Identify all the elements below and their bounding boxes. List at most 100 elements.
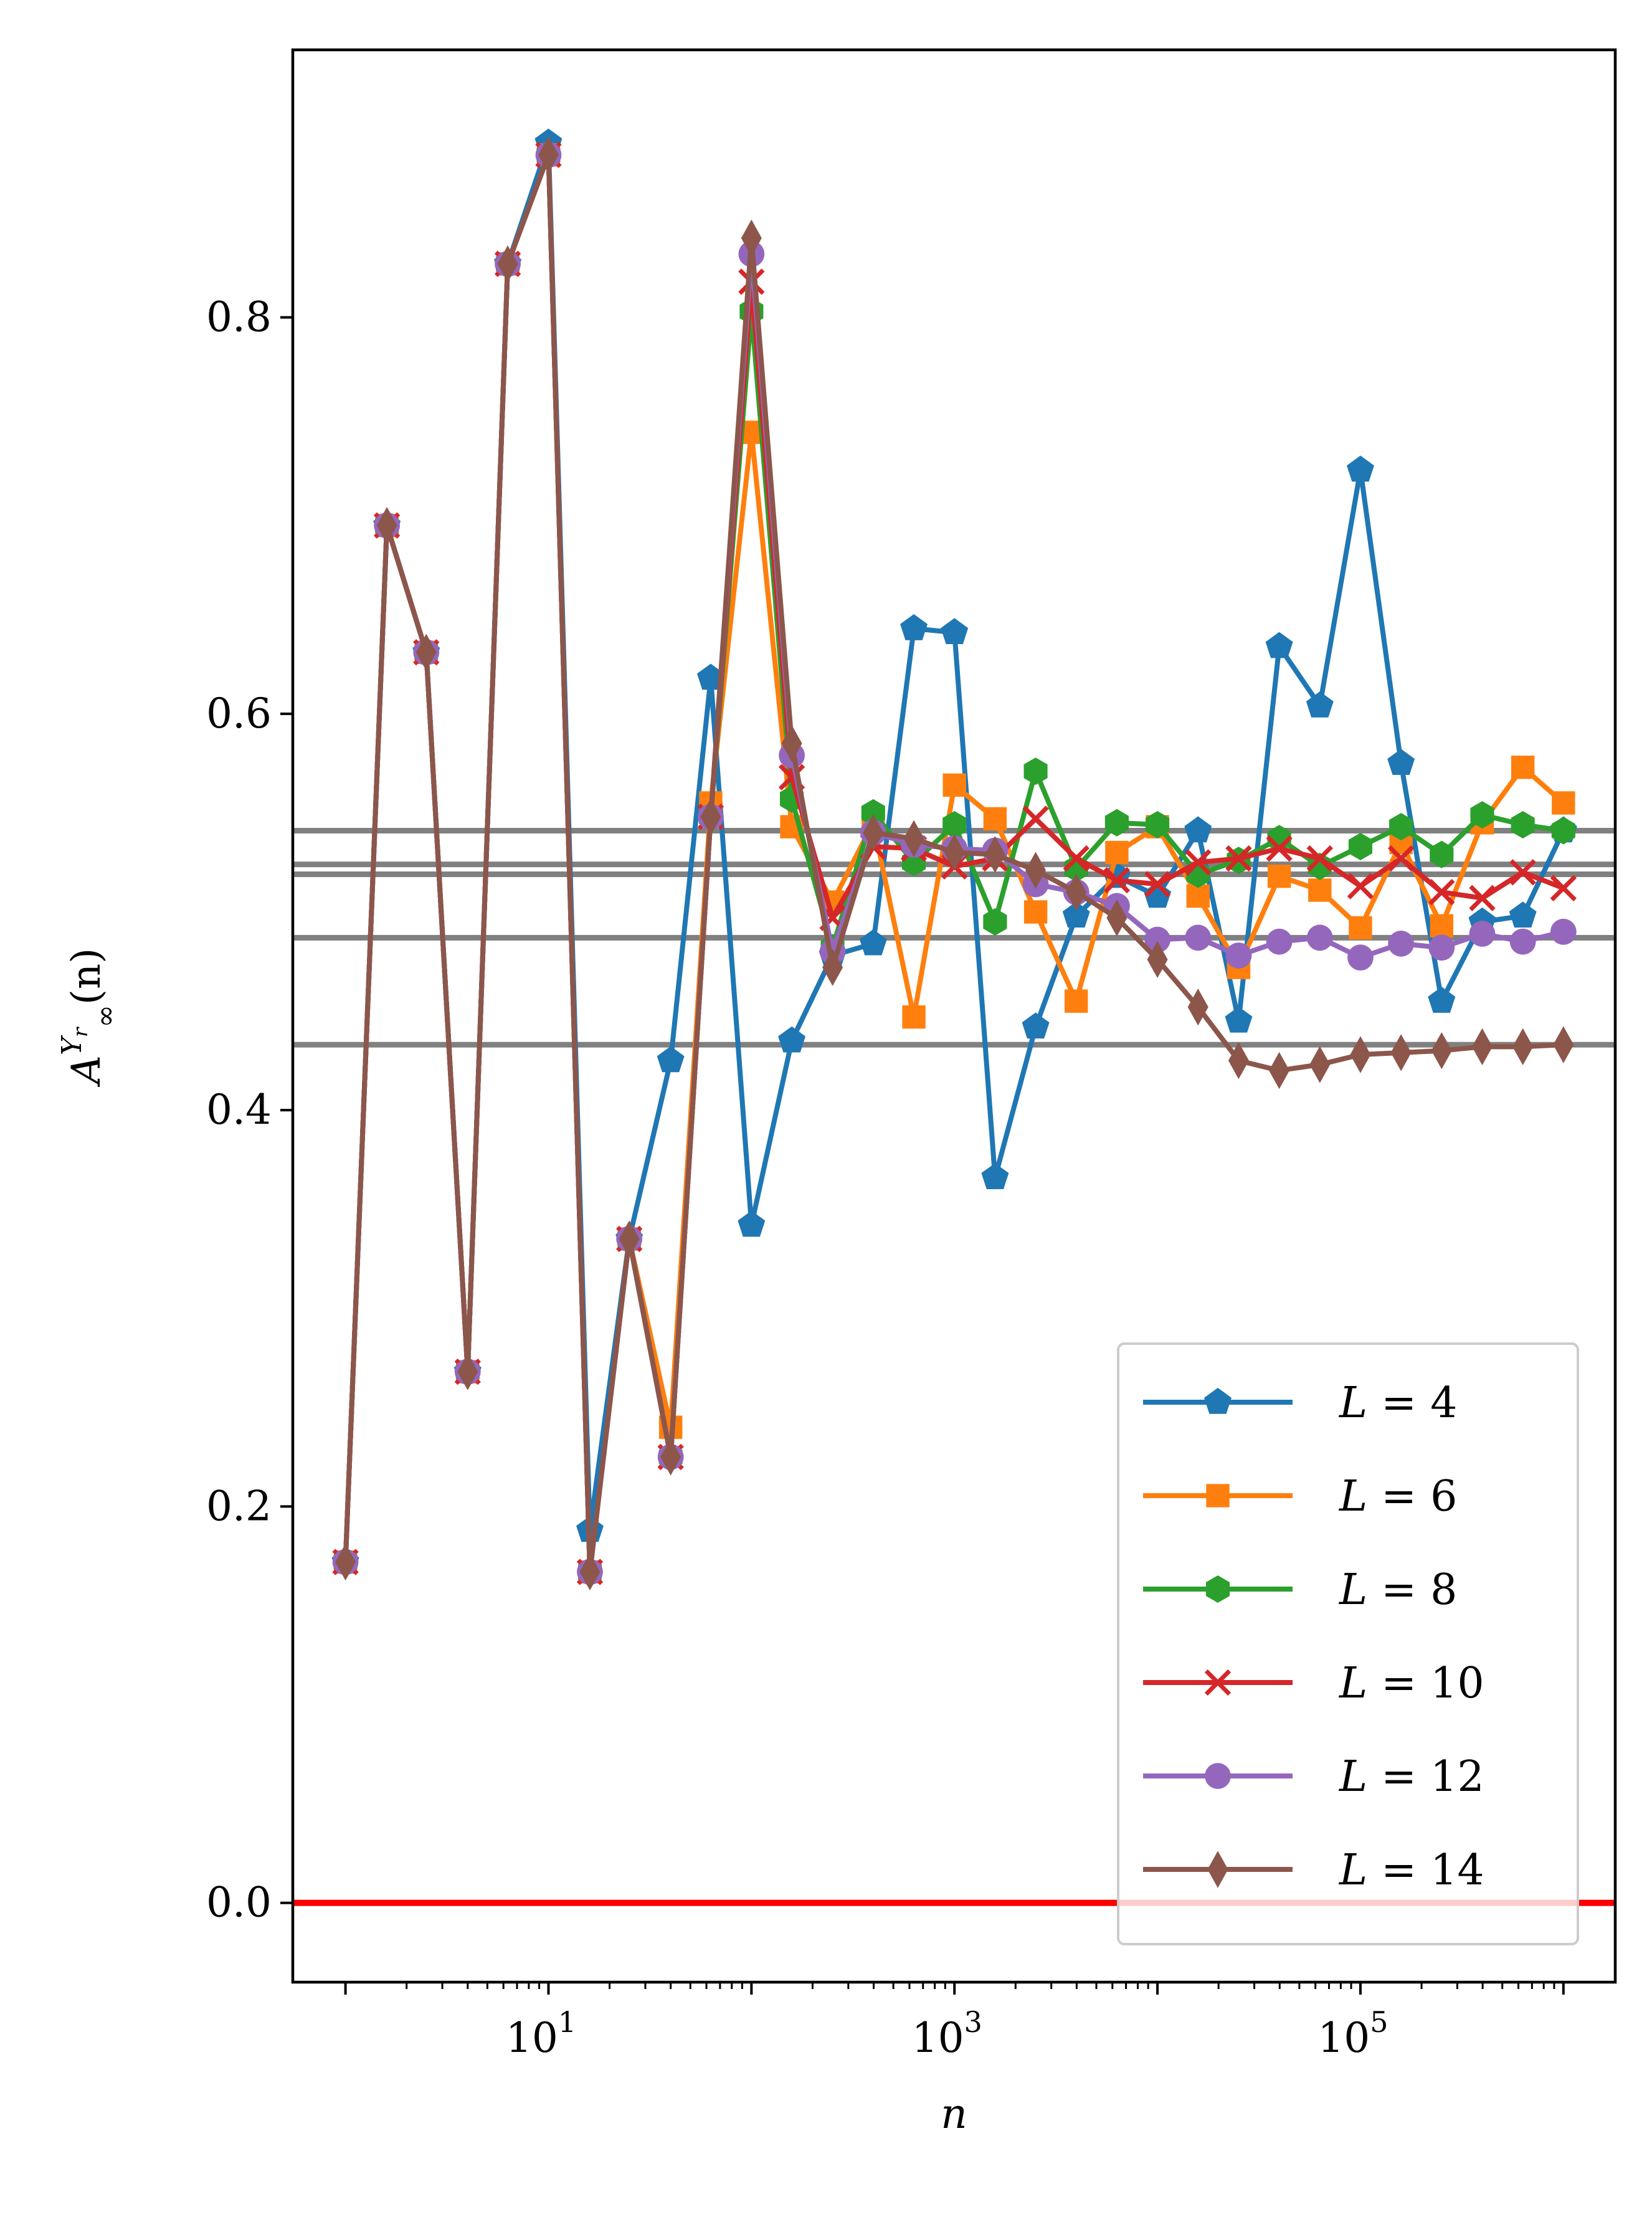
data-point <box>1509 928 1536 955</box>
data-point <box>1551 817 1575 845</box>
y-axis-label-sup: Yr <box>56 1027 92 1055</box>
data-point <box>983 807 1007 831</box>
data-point <box>700 798 721 835</box>
data-point <box>1550 918 1577 945</box>
y-tick-label: 0.6 <box>206 690 272 738</box>
x-tick-exponent: 3 <box>964 2005 982 2039</box>
series-6 <box>335 136 1574 1591</box>
data-point <box>1205 1575 1230 1603</box>
data-point <box>1469 921 1496 947</box>
data-point <box>1062 901 1090 928</box>
data-point <box>1552 791 1575 815</box>
data-point <box>1206 1484 1230 1507</box>
data-point <box>1511 756 1535 779</box>
data-point <box>1469 885 1496 911</box>
data-point <box>1266 835 1293 862</box>
data-point <box>1350 1036 1371 1073</box>
data-point <box>1267 865 1291 888</box>
data-point <box>1509 901 1537 928</box>
data-point <box>1347 944 1374 971</box>
data-point <box>778 1026 806 1053</box>
x-tick-base: 10 <box>506 2014 558 2062</box>
data-point <box>1428 878 1455 906</box>
legend-item: L = 6 <box>1143 1472 1457 1521</box>
x-tick-base: 10 <box>912 2014 964 2062</box>
data-point <box>1430 840 1454 868</box>
legend-item: L = 10 <box>1143 1659 1484 1708</box>
data-point <box>1346 455 1374 482</box>
data-point <box>1065 989 1088 1013</box>
data-point <box>538 136 559 174</box>
data-point <box>1205 1763 1231 1789</box>
data-point <box>1387 749 1415 776</box>
y-axis-label-base: A <box>64 1055 110 1087</box>
legend-item: L = 8 <box>1143 1565 1457 1615</box>
y-axis-label-sup-sub: r <box>69 1027 92 1037</box>
y-tick-label: 0.4 <box>206 1086 272 1134</box>
data-point <box>579 1553 601 1591</box>
data-point <box>1225 942 1252 969</box>
data-point <box>1144 926 1170 953</box>
legend-label: L = 6 <box>1338 1472 1457 1521</box>
data-point <box>1144 871 1171 898</box>
data-point <box>1390 1034 1412 1071</box>
y-axis-label-arg: (n) <box>64 948 110 1005</box>
data-point <box>1470 801 1494 829</box>
legend-item: L = 12 <box>1143 1752 1484 1802</box>
data-point <box>1512 1028 1534 1066</box>
data-point <box>1147 941 1168 979</box>
data-point <box>1306 924 1333 951</box>
legend: L = 4 L = 6 L = 8 L = 10 L = 12 L = 14 <box>1117 1342 1579 1945</box>
x-tick-exponent: 5 <box>1370 2005 1388 2039</box>
data-point <box>1025 852 1047 889</box>
data-point <box>1428 934 1455 961</box>
data-point <box>376 506 397 544</box>
data-point <box>619 1220 640 1258</box>
data-point <box>1387 845 1415 872</box>
data-point <box>1187 988 1208 1026</box>
data-point <box>902 1005 926 1029</box>
data-point <box>741 219 762 257</box>
data-point <box>1104 809 1129 837</box>
legend-label: L = 14 <box>1338 1846 1484 1895</box>
data-point <box>1103 866 1131 894</box>
x-axis-label: n <box>941 2090 967 2138</box>
data-point <box>942 810 967 838</box>
data-point <box>861 799 885 827</box>
data-point <box>1063 845 1089 872</box>
x-tick-label: 103 <box>912 2005 982 2062</box>
y-tick-label: 0.2 <box>206 1482 272 1530</box>
data-point <box>1347 873 1374 900</box>
data-point <box>1184 816 1212 843</box>
data-point <box>1022 1012 1050 1039</box>
data-point <box>1207 1851 1228 1888</box>
data-point <box>1023 900 1048 924</box>
data-point <box>1185 849 1212 876</box>
data-point <box>1066 873 1087 911</box>
data-point <box>1389 813 1413 841</box>
data-point <box>1388 930 1415 957</box>
x-tick-label: 101 <box>506 2005 576 2062</box>
data-point <box>942 773 966 797</box>
x-tick-label: 105 <box>1317 2005 1388 2062</box>
data-point <box>859 929 887 956</box>
legend-label: L = 8 <box>1338 1565 1457 1615</box>
data-point <box>903 820 924 857</box>
data-point <box>1204 1669 1232 1696</box>
data-point <box>497 245 518 283</box>
legend-label: L = 12 <box>1338 1752 1484 1802</box>
data-point <box>822 949 843 986</box>
data-point <box>1265 632 1293 658</box>
data-point <box>1509 859 1536 886</box>
y-axis-label: AYr∞(n) <box>56 948 121 1087</box>
data-point <box>1309 1046 1331 1083</box>
data-point <box>1349 916 1372 940</box>
data-point <box>1471 1028 1493 1066</box>
data-point <box>944 833 965 871</box>
data-point <box>1269 1052 1290 1090</box>
data-point <box>1022 805 1049 832</box>
data-point <box>1266 928 1293 955</box>
data-point <box>1550 875 1577 901</box>
data-point <box>1430 914 1453 938</box>
data-point <box>1306 691 1334 718</box>
